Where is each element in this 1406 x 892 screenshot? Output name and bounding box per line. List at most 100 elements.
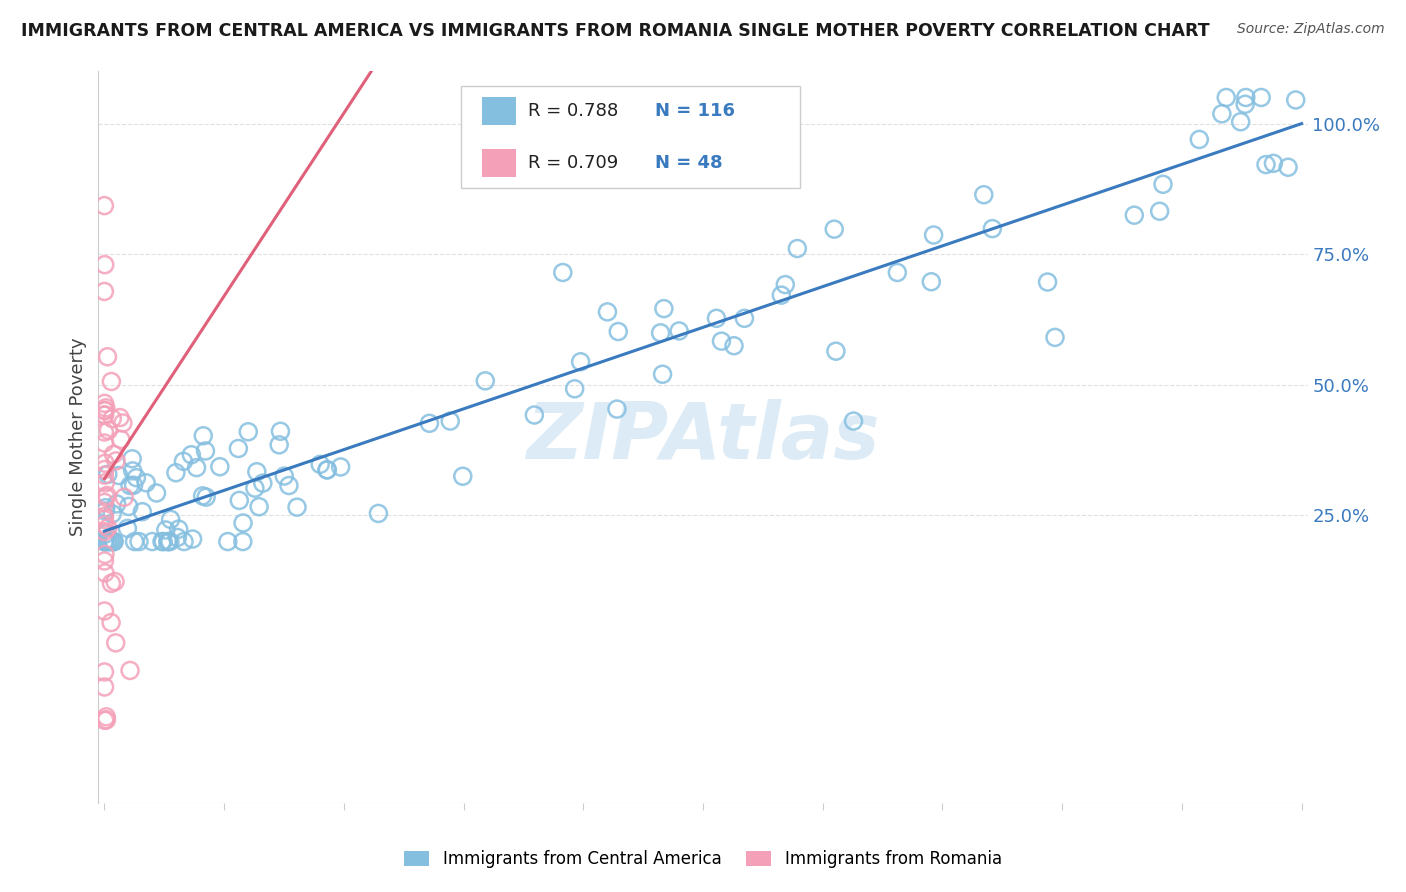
Point bbox=[97, 467, 120, 482]
Point bbox=[93, 258, 115, 272]
Point bbox=[232, 516, 254, 530]
Point bbox=[121, 464, 143, 478]
Point bbox=[172, 454, 194, 468]
Point bbox=[825, 344, 848, 359]
Point bbox=[93, 534, 115, 549]
Point bbox=[93, 534, 115, 549]
Point bbox=[93, 468, 115, 483]
Text: IMMIGRANTS FROM CENTRAL AMERICA VS IMMIGRANTS FROM ROMANIA SINGLE MOTHER POVERTY: IMMIGRANTS FROM CENTRAL AMERICA VS IMMIG… bbox=[21, 22, 1209, 40]
Point bbox=[96, 710, 118, 724]
Point bbox=[1149, 204, 1171, 219]
Point bbox=[110, 433, 132, 447]
Point bbox=[246, 465, 269, 479]
Point bbox=[247, 500, 270, 514]
Point bbox=[723, 339, 745, 353]
Point bbox=[93, 554, 115, 568]
Point bbox=[94, 517, 117, 532]
Point bbox=[121, 451, 143, 466]
Point bbox=[93, 680, 115, 694]
Point bbox=[173, 534, 195, 549]
Point bbox=[93, 509, 115, 524]
Point bbox=[186, 460, 208, 475]
Point bbox=[569, 355, 592, 369]
Point bbox=[101, 534, 124, 549]
Point bbox=[94, 475, 117, 490]
Point bbox=[564, 382, 586, 396]
Point bbox=[93, 495, 115, 509]
Text: N = 116: N = 116 bbox=[655, 102, 734, 120]
Point bbox=[94, 566, 117, 580]
Point bbox=[652, 301, 675, 316]
Point bbox=[607, 325, 630, 339]
Point bbox=[135, 475, 157, 490]
Point bbox=[156, 534, 179, 549]
Point bbox=[650, 326, 672, 340]
Point bbox=[103, 534, 125, 549]
Point bbox=[920, 275, 942, 289]
Point bbox=[1043, 330, 1066, 344]
Point bbox=[118, 478, 141, 492]
Point bbox=[157, 534, 180, 549]
Point bbox=[309, 458, 332, 472]
Text: R = 0.709: R = 0.709 bbox=[527, 154, 617, 172]
Point bbox=[100, 615, 122, 630]
Bar bbox=[482, 150, 516, 178]
Point bbox=[96, 488, 118, 502]
Point bbox=[122, 478, 145, 492]
Point bbox=[94, 500, 117, 515]
Point bbox=[1285, 93, 1308, 107]
Point bbox=[100, 534, 122, 549]
Point bbox=[93, 534, 115, 549]
Legend: Immigrants from Central America, Immigrants from Romania: Immigrants from Central America, Immigra… bbox=[398, 844, 1008, 875]
Point bbox=[329, 459, 352, 474]
Point bbox=[96, 713, 118, 727]
Point bbox=[180, 448, 202, 462]
Point bbox=[94, 526, 117, 541]
Point bbox=[128, 534, 150, 549]
Point bbox=[775, 277, 797, 292]
Point bbox=[150, 534, 173, 549]
Point bbox=[165, 466, 187, 480]
Point bbox=[104, 574, 127, 589]
Point bbox=[94, 548, 117, 562]
Point bbox=[93, 462, 115, 476]
Point bbox=[922, 227, 945, 242]
Point bbox=[93, 425, 115, 439]
Point bbox=[1229, 115, 1251, 129]
Point bbox=[1254, 157, 1277, 171]
Point bbox=[523, 408, 546, 422]
Point bbox=[973, 187, 995, 202]
Point bbox=[1123, 208, 1146, 222]
Point bbox=[228, 442, 250, 456]
Point bbox=[710, 334, 733, 348]
Point bbox=[191, 489, 214, 503]
Text: Source: ZipAtlas.com: Source: ZipAtlas.com bbox=[1237, 22, 1385, 37]
Point bbox=[93, 403, 115, 417]
Point bbox=[232, 534, 254, 549]
Point bbox=[105, 454, 128, 468]
Point bbox=[93, 408, 115, 422]
Y-axis label: Single Mother Poverty: Single Mother Poverty bbox=[69, 338, 87, 536]
Point bbox=[228, 493, 250, 508]
Point bbox=[194, 444, 217, 458]
Point bbox=[193, 429, 215, 443]
FancyBboxPatch shape bbox=[461, 86, 800, 188]
Point bbox=[93, 285, 115, 299]
Point bbox=[118, 500, 141, 514]
Point bbox=[238, 425, 260, 439]
Point bbox=[596, 305, 619, 319]
Point bbox=[823, 222, 845, 236]
Point bbox=[93, 714, 115, 728]
Point bbox=[439, 414, 461, 428]
Point bbox=[125, 471, 148, 485]
Point bbox=[285, 500, 308, 515]
Point bbox=[94, 504, 117, 518]
Point bbox=[842, 414, 865, 428]
Point bbox=[97, 521, 120, 535]
Point bbox=[1234, 90, 1257, 104]
Point bbox=[217, 534, 239, 549]
Point bbox=[93, 408, 115, 422]
Point bbox=[418, 417, 440, 431]
Point bbox=[105, 497, 128, 511]
Point bbox=[152, 534, 174, 549]
